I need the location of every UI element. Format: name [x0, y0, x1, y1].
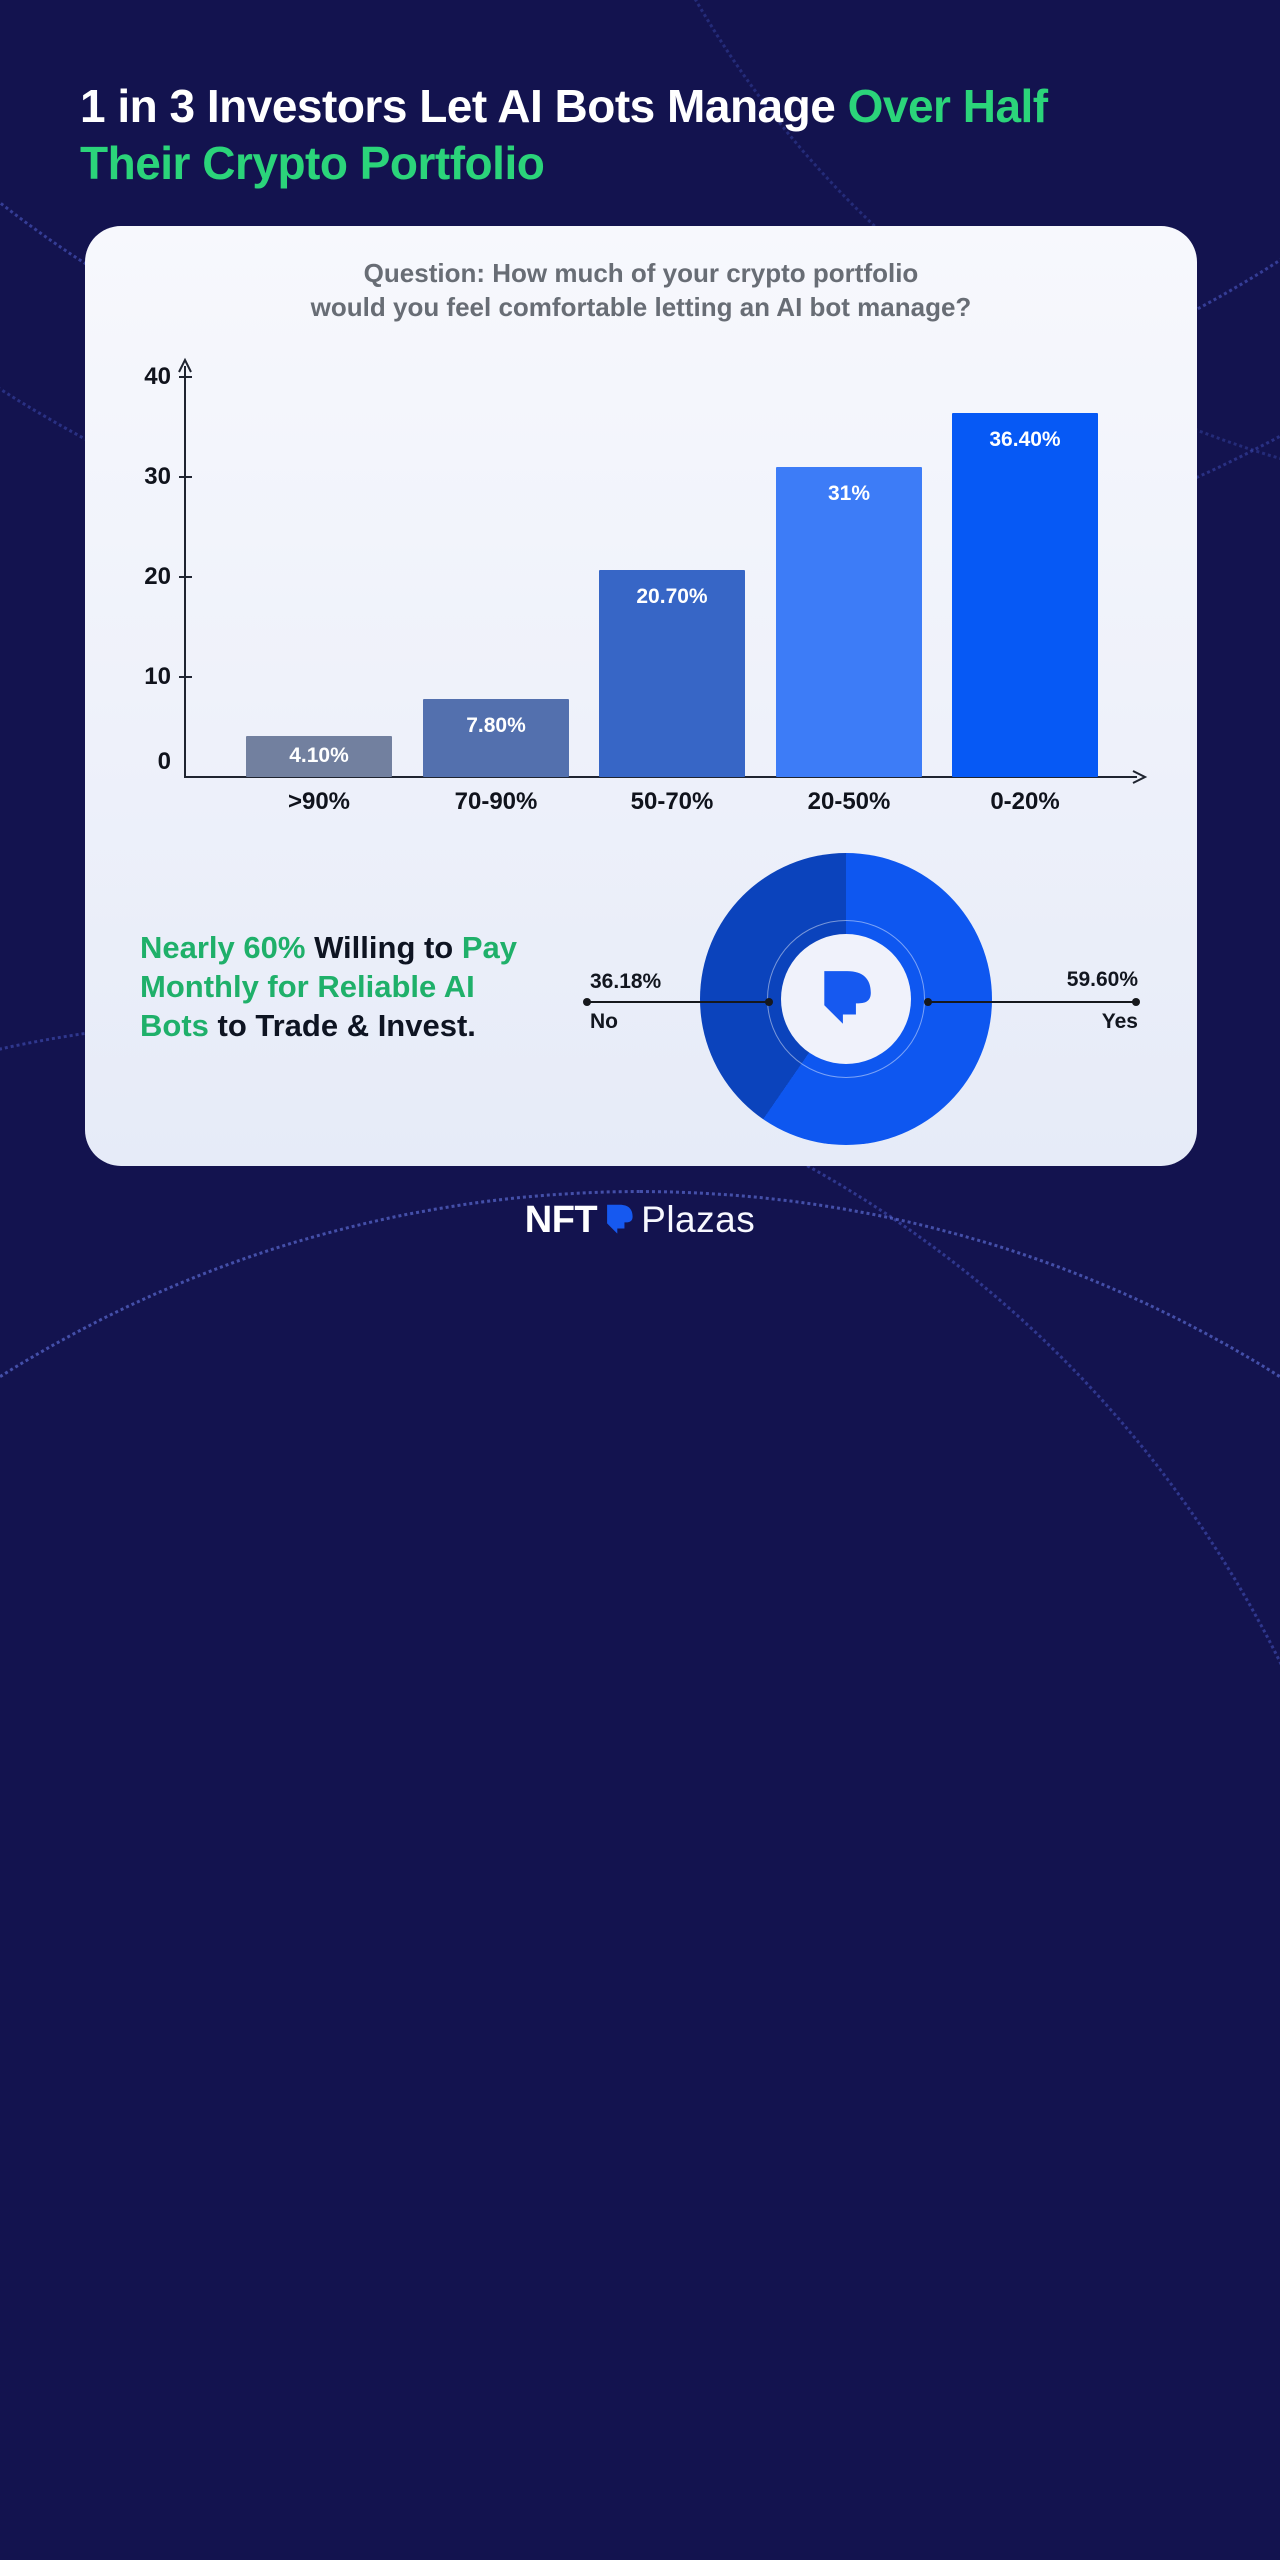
nft-plazas-p-icon: [607, 1204, 633, 1234]
donut-ring: [700, 853, 992, 1145]
leader-dot: [765, 998, 773, 1006]
leader-dot: [1132, 998, 1140, 1006]
bar-20-50: 31%: [776, 467, 922, 777]
chart-question: Question: How much of your crypto portfo…: [85, 256, 1197, 324]
leader-dot: [583, 998, 591, 1006]
bar-50-70: 20.70%: [599, 570, 745, 777]
y-axis-tick-label: 20: [144, 563, 171, 590]
donut-label-yes: Yes: [1101, 1010, 1138, 1033]
x-axis-category-label: 50-70%: [630, 788, 714, 815]
nft-plazas-p-icon: [824, 971, 871, 1024]
donut-label-no-pct: 36.18%: [590, 970, 662, 993]
title-line2-green: Their Crypto Portfolio: [80, 137, 545, 189]
donut-hole: [781, 934, 911, 1064]
question-line2: would you feel comfortable letting an AI…: [310, 292, 972, 322]
y-axis-tick-label: 10: [144, 663, 171, 690]
brand-plazas: Plazas: [641, 1199, 756, 1240]
brand-nft: NFT: [524, 1198, 598, 1241]
page-title: 1 in 3 Investors Let AI Bots Manage Over…: [80, 78, 1220, 192]
title-segment-green: Over Half: [847, 80, 1049, 132]
highlight-green: Nearly 60%: [140, 930, 306, 965]
background-dotted-arc: [0, 1190, 1280, 2560]
bar-gt90: 4.10%: [246, 736, 392, 777]
question-line1: Question: How much of your crypto portfo…: [363, 258, 919, 288]
bar-70-90: 7.80%: [423, 699, 569, 777]
bar-value-label: 36.40%: [989, 428, 1061, 451]
highlight-green: Pay Monthly for Reliable AI Bots: [140, 930, 518, 1043]
chart-card: Question: How much of your crypto portfo…: [85, 226, 1197, 1166]
y-axis-tick-label: 0: [157, 748, 171, 775]
donut-label-yes-pct: 59.60%: [1066, 968, 1138, 991]
bar-0-20: 36.40%: [952, 413, 1098, 777]
leader-line-no: [583, 998, 773, 1006]
highlight-dark: Willing to: [305, 930, 462, 965]
bar-value-label: 20.70%: [636, 585, 708, 608]
bar-value-label: 4.10%: [289, 744, 349, 767]
title-segment-white: 1 in 3 Investors Let AI Bots Manage: [80, 80, 848, 132]
highlight-dark: to Trade & Invest.: [208, 1008, 476, 1043]
donut-label-no: No: [590, 1010, 618, 1033]
highlight-statement: Nearly 60% Willing to Pay Monthly for Re…: [140, 928, 552, 1045]
x-axis-category-label: 0-20%: [990, 788, 1060, 815]
y-axis-tick-label: 40: [144, 363, 171, 390]
bar-chart-axes: [178, 357, 1148, 784]
x-axis-category-label: 70-90%: [454, 788, 538, 815]
leader-line-yes: [924, 998, 1140, 1006]
bar-value-label: 7.80%: [466, 714, 526, 737]
y-axis-tick-label: 30: [144, 463, 171, 490]
leader-dot: [924, 998, 932, 1006]
x-axis-category-label: 20-50%: [807, 788, 891, 815]
background-dotted-arc: [0, 1020, 1280, 2560]
bar-value-label: 31%: [827, 482, 871, 505]
footer-brand: NFT Plazas: [0, 1190, 1280, 1250]
x-axis-category-label: >90%: [287, 788, 351, 815]
